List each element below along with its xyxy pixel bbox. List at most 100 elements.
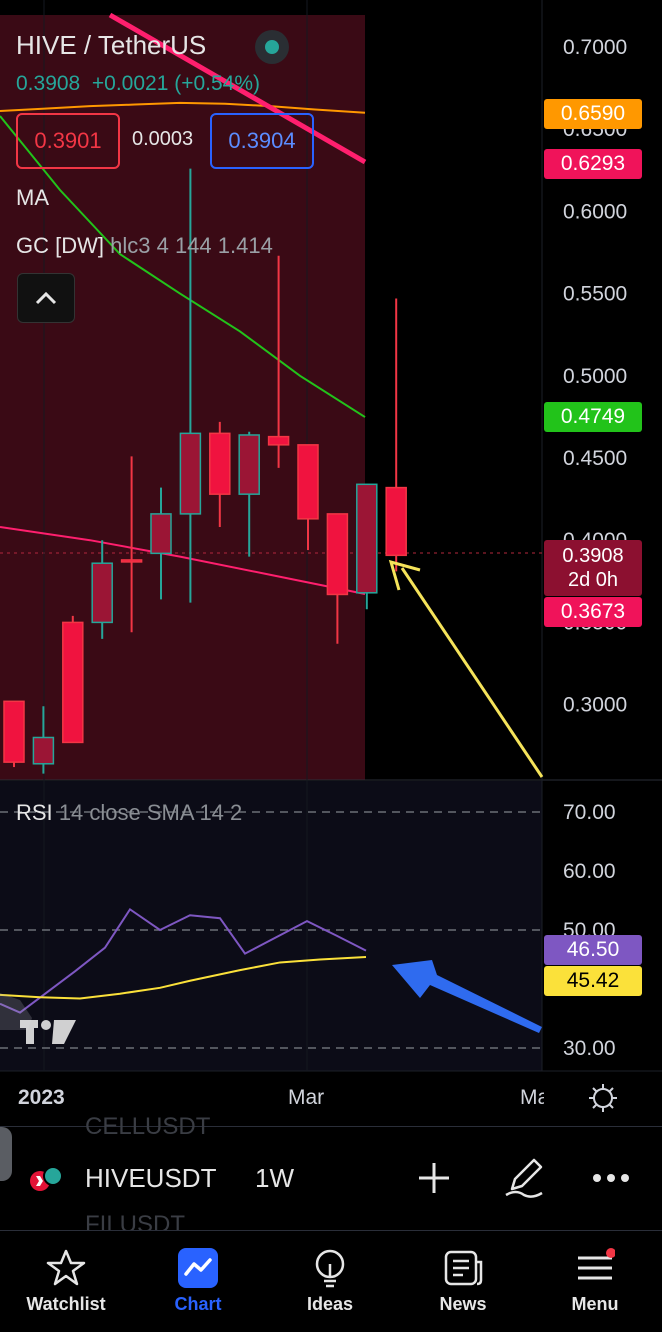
bid-price: 0.3901 xyxy=(34,128,102,153)
candle xyxy=(297,444,319,551)
ma-pink-top-tag: 0.6293 xyxy=(544,149,642,179)
rsi-tick-label: 60.00 xyxy=(563,860,616,883)
rsi-sma-line xyxy=(0,956,367,1000)
nav-watchlist-label: Watchlist xyxy=(26,1294,106,1314)
candle xyxy=(150,487,172,600)
rsi-sma-tag: 45.42 xyxy=(544,966,642,996)
price-change: +0.0021 (+0.54%) xyxy=(91,72,261,95)
price-tick-label: 0.7000 xyxy=(563,36,627,59)
ma-orange-tag: 0.6590 xyxy=(544,99,642,129)
spread-value: 0.0003 xyxy=(132,128,194,150)
newspaper-icon xyxy=(444,1250,483,1286)
nav-news[interactable]: News xyxy=(403,1231,523,1332)
rsi-line xyxy=(0,907,367,1014)
chevron-up-icon xyxy=(35,291,57,305)
market-status-icon[interactable] xyxy=(255,30,289,64)
time-label-mar: Mar xyxy=(288,1086,325,1109)
rsi-tick-label: 70.00 xyxy=(563,801,616,824)
nav-news-label: News xyxy=(439,1294,487,1314)
sell-button[interactable]: 0.3901 xyxy=(16,113,120,169)
bar-countdown: 2d 0h xyxy=(567,569,619,591)
candle-body xyxy=(91,562,113,624)
lightbulb-icon xyxy=(315,1249,345,1288)
hive-logo-icon xyxy=(30,1166,63,1191)
ma-orange-line xyxy=(0,101,366,114)
menu-icon xyxy=(578,1248,615,1280)
time-label-ma: Ma xyxy=(520,1086,544,1109)
market-open-dot xyxy=(265,40,279,54)
candle-body xyxy=(385,486,407,557)
price-tick-label: 0.3000 xyxy=(563,694,627,717)
candle-body xyxy=(238,434,260,495)
candle xyxy=(91,540,113,639)
candle-body xyxy=(32,736,55,765)
nav-menu-label: Menu xyxy=(571,1294,619,1314)
notification-dot xyxy=(606,1248,615,1258)
time-label-2023: 2023 xyxy=(18,1086,65,1109)
rsi-value-tag: 46.50 xyxy=(544,935,642,965)
gc-upper-band-line xyxy=(108,12,367,165)
ma-pink-low-tag: 0.3673 xyxy=(544,597,642,627)
last-price-tag-value: 0.3908 xyxy=(562,545,624,567)
rsi-indicator-label[interactable]: RSI 14 close SMA 14 2 xyxy=(16,800,242,826)
nav-ideas-label: Ideas xyxy=(306,1294,354,1314)
candle-body xyxy=(297,444,319,520)
last-price: 0.3908 xyxy=(16,72,81,95)
bottom-navigation: Watchlist Chart Ideas xyxy=(0,1230,662,1332)
nav-watchlist[interactable]: Watchlist xyxy=(6,1231,126,1332)
price-tick-label: 0.6000 xyxy=(563,200,627,223)
interval-selector[interactable]: 1W xyxy=(255,1163,294,1193)
gc-name: GC [DW] xyxy=(16,233,104,258)
price-tick-label: 0.4500 xyxy=(563,447,627,470)
candle xyxy=(209,421,231,528)
ghost-symbol-below: FILUSDT xyxy=(85,1211,186,1231)
gc-params: hlc3 4 144 1.414 xyxy=(110,233,273,258)
more-options-icon[interactable] xyxy=(592,1173,630,1183)
candle xyxy=(32,706,55,774)
nav-ideas[interactable]: Ideas xyxy=(270,1231,390,1332)
chart-icon xyxy=(178,1248,218,1288)
price-chart[interactable]: 0.70000.65000.60000.55000.50000.45000.40… xyxy=(0,0,662,1126)
ma-green-line xyxy=(0,115,366,418)
pencil-draw-icon[interactable] xyxy=(502,1155,546,1199)
candle-body xyxy=(179,432,202,515)
candle xyxy=(356,483,378,610)
candle xyxy=(238,431,260,557)
last-price-tag: 0.3908 2d 0h xyxy=(544,540,642,596)
gear-icon xyxy=(589,1084,617,1112)
rsi-params: 14 close SMA 14 2 xyxy=(58,800,243,825)
symbol-title[interactable]: HIVE / TetherUS xyxy=(16,30,206,61)
candle-body xyxy=(267,435,290,446)
candle xyxy=(3,700,25,768)
collapse-legend-button[interactable] xyxy=(17,273,75,323)
nav-chart[interactable]: Chart xyxy=(138,1231,258,1332)
pair-name: HIVE / TetherUS xyxy=(16,30,207,60)
gc-indicator-label[interactable]: GC [DW] hlc3 4 144 1.414 xyxy=(16,233,273,259)
candle-body xyxy=(209,432,231,495)
tradingview-logo xyxy=(20,1020,76,1044)
candle xyxy=(267,255,290,468)
ma-green-tag: 0.4749 xyxy=(544,402,642,432)
chart-toolbar: CELLUSDT FILUSDT HIVEUSDT 1W xyxy=(0,1113,662,1231)
star-icon xyxy=(46,1249,86,1286)
rsi-name: RSI xyxy=(16,800,53,825)
blue-arrow xyxy=(392,960,542,1033)
price-tick-label: 0.5500 xyxy=(563,283,627,306)
symbol-selector[interactable]: HIVEUSDT xyxy=(85,1163,217,1193)
candle-body xyxy=(3,700,25,763)
rsi-pane-bg xyxy=(0,781,542,1071)
yellow-arrow-head xyxy=(388,559,421,591)
candle-body xyxy=(150,513,172,555)
ma-indicator-label[interactable]: MA xyxy=(16,185,49,210)
ma-pink-line xyxy=(0,526,366,595)
add-icon[interactable] xyxy=(416,1160,452,1196)
side-drawer-handle[interactable] xyxy=(0,1127,12,1181)
nav-menu[interactable]: Menu xyxy=(535,1231,655,1332)
ghost-symbol-above: CELLUSDT xyxy=(85,1113,211,1140)
candle-body xyxy=(120,559,143,563)
quote-line: 0.3908 +0.0021 (+0.54%) xyxy=(16,72,260,96)
candle xyxy=(385,298,407,572)
buy-button[interactable]: 0.3904 xyxy=(210,113,314,169)
nav-chart-label: Chart xyxy=(174,1294,222,1314)
